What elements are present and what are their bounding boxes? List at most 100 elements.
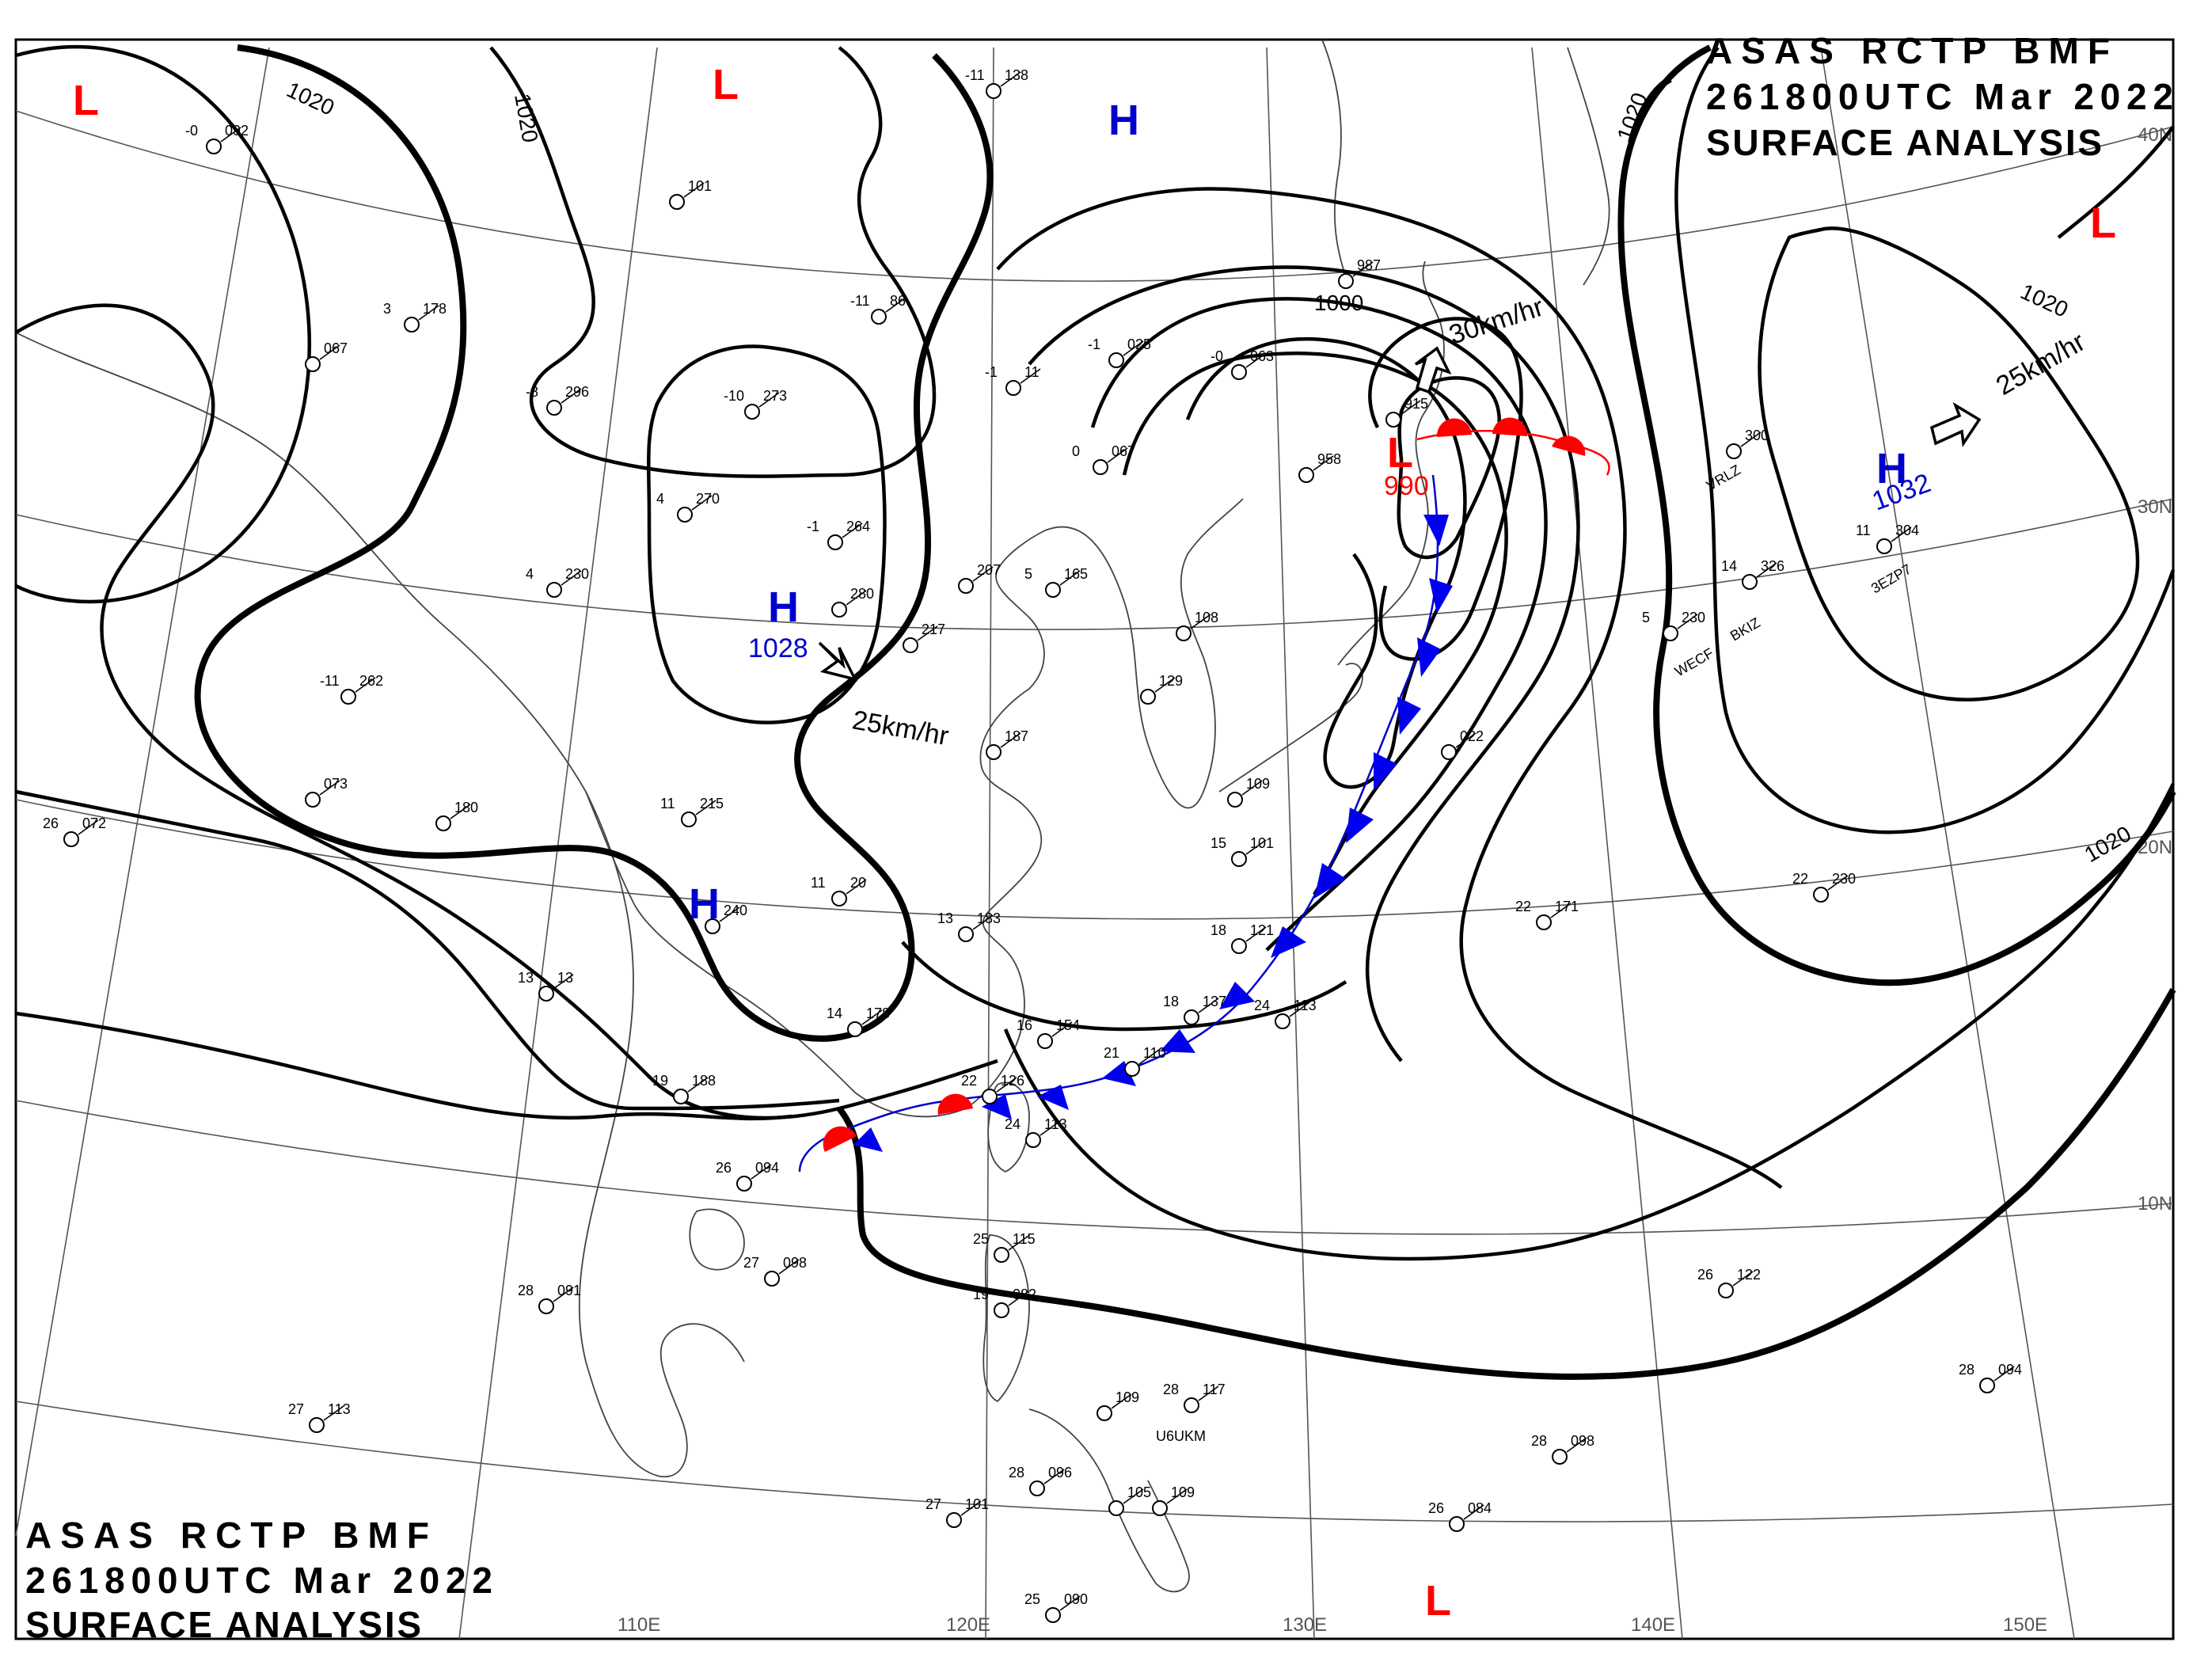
station-pressure: 109 — [1171, 1484, 1195, 1500]
station-plot: 5 230 — [1642, 610, 1705, 641]
coast-philippines-luzon — [982, 1234, 1030, 1403]
station-temperature: 0 — [1072, 443, 1080, 459]
station-plot: 18 137 — [1163, 994, 1226, 1025]
station-plot: 26 094 — [716, 1160, 779, 1192]
station-circle — [1184, 1397, 1199, 1413]
station-pressure: 270 — [696, 491, 720, 507]
station-pressure: 240 — [724, 903, 747, 918]
coast-asia-mainland — [15, 332, 1046, 1118]
station-pressure: 178 — [423, 301, 447, 317]
station-temperature: 22 — [1792, 871, 1808, 887]
wind-barb — [1993, 1366, 2015, 1382]
wind-barb — [1289, 1002, 1310, 1017]
station-circle — [1718, 1283, 1734, 1298]
station-circle — [847, 1021, 863, 1037]
station-pressure: 262 — [359, 673, 383, 689]
low-center-marker: L — [2090, 200, 2116, 247]
station-temperature: 5 — [1642, 610, 1650, 625]
station-plot: 27 101 — [925, 1496, 989, 1528]
cold-front-triangle — [853, 1127, 883, 1152]
station-circle — [538, 1298, 554, 1314]
wind-barb — [1059, 1595, 1081, 1611]
station-pressure: 215 — [700, 796, 724, 811]
station-pressure: 122 — [1737, 1267, 1761, 1283]
station-circle — [340, 689, 356, 705]
cold-front-triangle — [1314, 863, 1346, 899]
lat-label-10n: 10N — [2138, 1193, 2172, 1214]
isobar-1024-west — [489, 46, 937, 478]
cold-front-triangle — [1423, 515, 1449, 546]
longitude-line-130e — [1266, 47, 1315, 1640]
station-temperature: -8 — [526, 384, 538, 400]
wind-barb — [1740, 431, 1762, 447]
cold-front-triangle — [1271, 926, 1306, 958]
station-plot: 19 082 — [973, 1287, 1036, 1318]
station-plot: 105 — [1108, 1484, 1151, 1516]
wind-barb — [972, 566, 994, 582]
wind-barb — [1245, 926, 1267, 942]
isobar-low-inner — [1368, 317, 1523, 661]
station-pressure: 115 — [1013, 1231, 1036, 1247]
wind-barb — [1756, 562, 1777, 578]
station-pressure: 171 — [1555, 899, 1579, 914]
station-temperature: 13 — [937, 910, 953, 926]
station-plot: 25 090 — [1024, 1591, 1088, 1623]
cold-front-triangle — [1346, 808, 1374, 843]
station-pressure: 129 — [1159, 673, 1183, 689]
station-pressure: 072 — [82, 815, 106, 831]
station-circle — [1227, 792, 1243, 808]
station-pressure: 273 — [763, 388, 787, 404]
station-plot: 28 094 — [1959, 1362, 2022, 1393]
station-plot: 25 115 — [973, 1231, 1036, 1263]
station-temperature: 14 — [827, 1005, 842, 1021]
isobar-1016-pacific — [1003, 782, 2176, 1261]
station-temperature: 13 — [518, 970, 534, 986]
longitude-line-100e — [15, 47, 270, 1537]
isobar-1016-asia-lower — [15, 1011, 792, 1121]
station-circle — [1979, 1378, 1995, 1393]
wind-barb — [1107, 447, 1128, 463]
station-circle — [1298, 467, 1314, 483]
wind-barb — [1463, 1504, 1484, 1520]
grid-labels: 110E 120E 130E 140E 150E 40N 30N 20N 10N — [618, 124, 2172, 1636]
wind-barb — [1677, 614, 1698, 629]
wind-barb — [695, 800, 716, 815]
station-pressure: 110 — [1143, 1045, 1166, 1061]
station-plot: 109 — [1096, 1389, 1139, 1421]
station-plot: 24 113 — [1005, 1116, 1067, 1148]
station-circle — [1385, 412, 1401, 428]
lon-label-110e: 110E — [618, 1614, 660, 1636]
warm-front-semicircle — [1492, 417, 1528, 436]
station-temperature: 16 — [1017, 1017, 1032, 1033]
station-plot: 022 — [1441, 728, 1484, 760]
station-temperature: -1 — [807, 519, 819, 534]
station-pressure: 188 — [692, 1073, 716, 1089]
station-circle — [1124, 1061, 1140, 1077]
station-plot: 24 113 — [1254, 998, 1317, 1029]
high-center-value: 1028 — [748, 633, 808, 663]
station-pressure: 230 — [1832, 871, 1856, 887]
station-circle — [903, 637, 918, 653]
coast-china-south — [578, 791, 745, 1478]
station-plot: 915 — [1385, 396, 1428, 428]
station-pressure: 121 — [1250, 922, 1274, 938]
station-circle — [1093, 459, 1108, 475]
station-plot: 207 — [958, 562, 1001, 594]
wind-barb — [996, 1077, 1017, 1093]
wind-barb — [553, 974, 574, 990]
station-temperature: -11 — [320, 673, 340, 689]
wind-barb — [323, 1405, 344, 1421]
wind-barb — [1059, 570, 1081, 586]
station-temperature: 26 — [1428, 1500, 1444, 1516]
isobar-1020-east — [1617, 44, 2176, 986]
station-pressure: 183 — [977, 910, 1001, 926]
wind-barb — [687, 1077, 709, 1093]
station-circle — [669, 194, 685, 210]
station-pressure: 063 — [1250, 348, 1274, 364]
station-circle — [63, 831, 79, 847]
station-plot: 067 — [305, 340, 348, 372]
wind-barb — [1891, 526, 1912, 542]
wind-barb — [1111, 1393, 1132, 1409]
station-circle — [958, 578, 974, 594]
station-pressure: 090 — [1064, 1591, 1088, 1607]
